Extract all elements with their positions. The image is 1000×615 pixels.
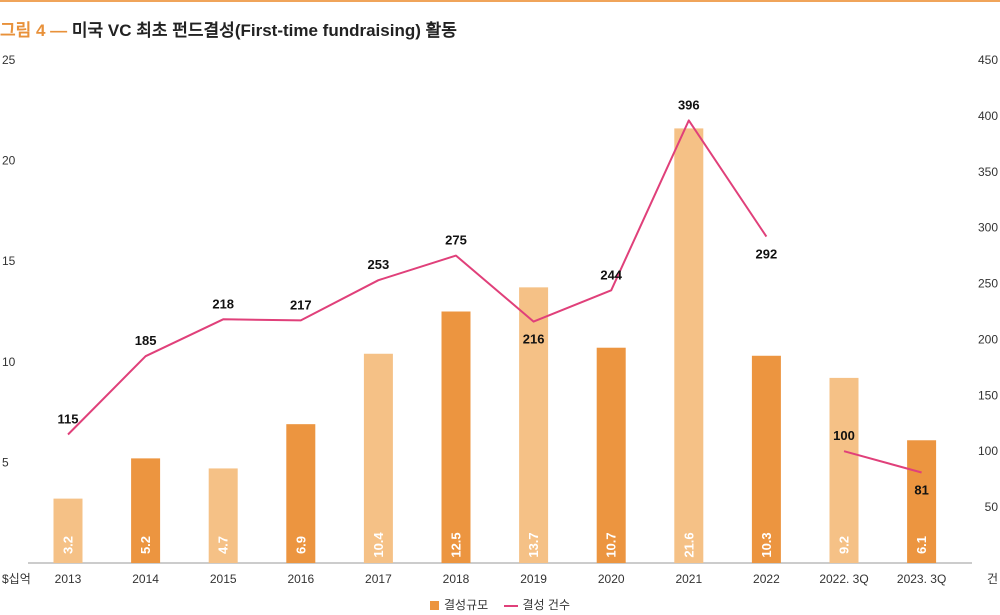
- line-label-2018: 275: [445, 233, 467, 248]
- bar-label-2016: 6.9: [293, 536, 308, 554]
- bar-2015: [208, 468, 238, 563]
- left-axis-unit: $십억: [2, 572, 31, 586]
- line-label-2014: 185: [135, 333, 157, 348]
- bar-2021: [674, 128, 704, 563]
- line-label-2022. 3Q: 100: [833, 428, 855, 443]
- line-label-2021: 396: [678, 97, 700, 112]
- x-tick-2018: 2018: [443, 572, 470, 586]
- line-segment-2: [843, 450, 922, 474]
- legend-label-line: 결성 건수: [522, 598, 571, 612]
- right-axis-unit: 건: [987, 572, 998, 586]
- bar-2018: [441, 311, 471, 563]
- line-label-2023. 3Q: 81: [914, 482, 928, 497]
- bar-series: [53, 128, 937, 563]
- bar-label-2018: 12.5: [449, 532, 464, 557]
- bar-label-2022: 10.3: [759, 532, 774, 557]
- line-label-2016: 217: [290, 297, 312, 312]
- right-tick-100: 100: [978, 444, 998, 458]
- x-tick-2022: 2022: [753, 572, 780, 586]
- right-tick-50: 50: [985, 500, 999, 514]
- line-label-2019: 216: [523, 332, 545, 347]
- left-axis-ticks: 5 10 15 20 25: [2, 53, 16, 469]
- x-tick-2023. 3Q: 2023. 3Q: [897, 572, 946, 586]
- bar-label-2022. 3Q: 9.2: [837, 536, 852, 554]
- bar-label-2015: 4.7: [216, 536, 231, 554]
- left-tick-15: 15: [2, 254, 16, 268]
- x-tick-2016: 2016: [287, 572, 314, 586]
- right-tick-450: 450: [978, 53, 998, 67]
- title-text: 미국 VC 최초 펀드결성(First-time fundraising) 활동: [71, 21, 457, 40]
- bar-2014: [131, 458, 161, 563]
- right-tick-400: 400: [978, 109, 998, 123]
- legend: 결성규모 결성 건수: [0, 596, 1000, 613]
- x-tick-2017: 2017: [365, 572, 392, 586]
- line-segment-1: [67, 119, 768, 436]
- line-label-2017: 253: [368, 257, 390, 272]
- bar-label-2020: 10.7: [604, 532, 619, 557]
- line-label-2013: 115: [58, 411, 79, 426]
- x-tick-2013: 2013: [55, 572, 82, 586]
- bar-label-2014: 5.2: [138, 536, 153, 554]
- bar-2022. 3Q: [829, 377, 859, 563]
- x-tick-2021: 2021: [675, 572, 702, 586]
- legend-swatch-bar: [429, 601, 439, 611]
- right-tick-300: 300: [978, 221, 998, 235]
- left-tick-25: 25: [2, 53, 16, 67]
- x-axis-ticks: 2013 2014 2015 2016 2017 2018 2019 2020 2021 2022…: [55, 572, 947, 586]
- right-tick-200: 200: [978, 332, 998, 346]
- line-series: [67, 119, 922, 474]
- right-tick-250: 250: [978, 277, 998, 291]
- bar-2016: [286, 424, 316, 563]
- figure-label: 그림 4 —: [0, 21, 68, 40]
- line-value-labels: 115 185 218 217 253 275 216 244 396 292 100 81: [58, 97, 929, 497]
- bar-label-2017: 10.4: [371, 532, 386, 558]
- x-tick-2014: 2014: [132, 572, 159, 586]
- right-axis-ticks: 50 100 150 200 250 300 350 400 450: [978, 53, 998, 514]
- line-label-2015: 218: [212, 296, 234, 311]
- right-tick-350: 350: [978, 165, 998, 179]
- left-tick-20: 20: [2, 154, 16, 168]
- legend-label-bar: 결성규모: [443, 598, 489, 612]
- top-rule: [0, 0, 1000, 2]
- x-tick-2022. 3Q: 2022. 3Q: [819, 572, 868, 586]
- x-tick-2015: 2015: [210, 572, 237, 586]
- bar-label-2021: 21.6: [681, 532, 696, 557]
- bar-value-labels: 3.2 5.2 4.7 6.9 10.4 12.5 13.7 10.7 21.6 10.3 9.2 6…: [61, 532, 930, 558]
- bar-2019: [519, 287, 549, 563]
- chart-title: 그림 4 — 미국 VC 최초 펀드결성(First-time fundrais…: [0, 16, 457, 41]
- x-tick-2020: 2020: [598, 572, 625, 586]
- bar-2022: [751, 355, 781, 563]
- legend-item-bar: 결성규모: [429, 596, 489, 613]
- right-tick-150: 150: [978, 388, 998, 402]
- legend-swatch-line: [503, 604, 518, 607]
- line-label-2020: 244: [600, 267, 622, 282]
- bar-label-2023. 3Q: 6.1: [914, 536, 929, 554]
- bar-2020: [596, 347, 626, 563]
- line-label-2022: 292: [756, 247, 778, 262]
- bar-2023. 3Q: [907, 440, 937, 563]
- bar-2013: [53, 498, 83, 563]
- left-tick-5: 5: [2, 455, 9, 469]
- bar-label-2013: 3.2: [61, 536, 76, 554]
- left-tick-10: 10: [2, 355, 16, 369]
- legend-item-line: 결성 건수: [503, 596, 571, 613]
- bar-label-2019: 13.7: [526, 532, 541, 557]
- bar-2017: [363, 353, 393, 563]
- x-tick-2019: 2019: [520, 572, 547, 586]
